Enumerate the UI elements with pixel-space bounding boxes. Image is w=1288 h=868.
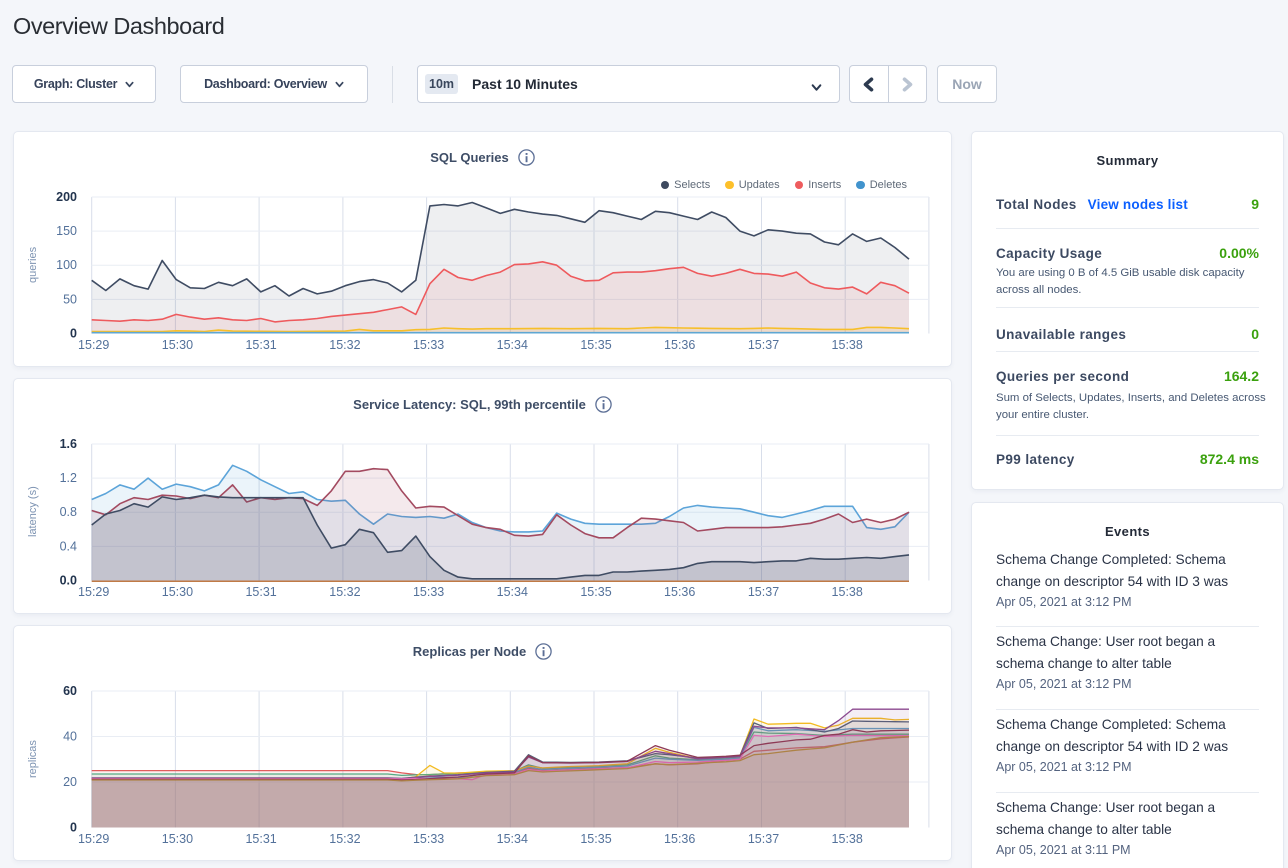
svg-text:15:34: 15:34 bbox=[497, 832, 528, 846]
svg-text:15:38: 15:38 bbox=[832, 338, 863, 352]
svg-text:15:30: 15:30 bbox=[162, 338, 193, 352]
svg-text:0.8: 0.8 bbox=[60, 505, 77, 519]
svg-text:15:30: 15:30 bbox=[162, 832, 193, 846]
svg-text:15:34: 15:34 bbox=[497, 585, 528, 599]
svg-text:0: 0 bbox=[70, 821, 77, 835]
svg-text:15:37: 15:37 bbox=[748, 338, 779, 352]
svg-text:15:33: 15:33 bbox=[413, 338, 444, 352]
svg-text:1.6: 1.6 bbox=[60, 437, 77, 451]
svg-text:15:31: 15:31 bbox=[245, 338, 276, 352]
svg-text:15:35: 15:35 bbox=[580, 338, 611, 352]
svg-text:40: 40 bbox=[63, 730, 77, 744]
svg-text:0.4: 0.4 bbox=[60, 539, 77, 553]
svg-text:15:31: 15:31 bbox=[245, 832, 276, 846]
svg-text:15:29: 15:29 bbox=[78, 338, 109, 352]
svg-text:15:38: 15:38 bbox=[832, 832, 863, 846]
svg-text:15:29: 15:29 bbox=[78, 832, 109, 846]
svg-text:15:38: 15:38 bbox=[832, 585, 863, 599]
svg-text:15:36: 15:36 bbox=[664, 585, 695, 599]
svg-text:15:37: 15:37 bbox=[748, 585, 779, 599]
svg-text:15:32: 15:32 bbox=[329, 832, 360, 846]
svg-text:15:36: 15:36 bbox=[664, 338, 695, 352]
svg-text:200: 200 bbox=[56, 190, 77, 204]
svg-text:20: 20 bbox=[63, 775, 77, 789]
svg-text:15:31: 15:31 bbox=[245, 585, 276, 599]
svg-text:15:30: 15:30 bbox=[162, 585, 193, 599]
svg-text:15:32: 15:32 bbox=[329, 338, 360, 352]
svg-text:60: 60 bbox=[63, 684, 77, 698]
svg-text:15:33: 15:33 bbox=[413, 832, 444, 846]
svg-text:1.2: 1.2 bbox=[60, 471, 77, 485]
svg-text:0: 0 bbox=[70, 327, 77, 341]
svg-text:15:32: 15:32 bbox=[329, 585, 360, 599]
svg-text:15:36: 15:36 bbox=[664, 832, 695, 846]
svg-text:15:35: 15:35 bbox=[580, 832, 611, 846]
svg-text:100: 100 bbox=[56, 258, 77, 272]
svg-text:0.0: 0.0 bbox=[60, 574, 77, 588]
svg-text:15:33: 15:33 bbox=[413, 585, 444, 599]
svg-text:15:34: 15:34 bbox=[497, 338, 528, 352]
svg-text:50: 50 bbox=[63, 292, 77, 306]
svg-text:15:37: 15:37 bbox=[748, 832, 779, 846]
svg-text:150: 150 bbox=[56, 224, 77, 238]
svg-text:15:35: 15:35 bbox=[580, 585, 611, 599]
svg-text:15:29: 15:29 bbox=[78, 585, 109, 599]
